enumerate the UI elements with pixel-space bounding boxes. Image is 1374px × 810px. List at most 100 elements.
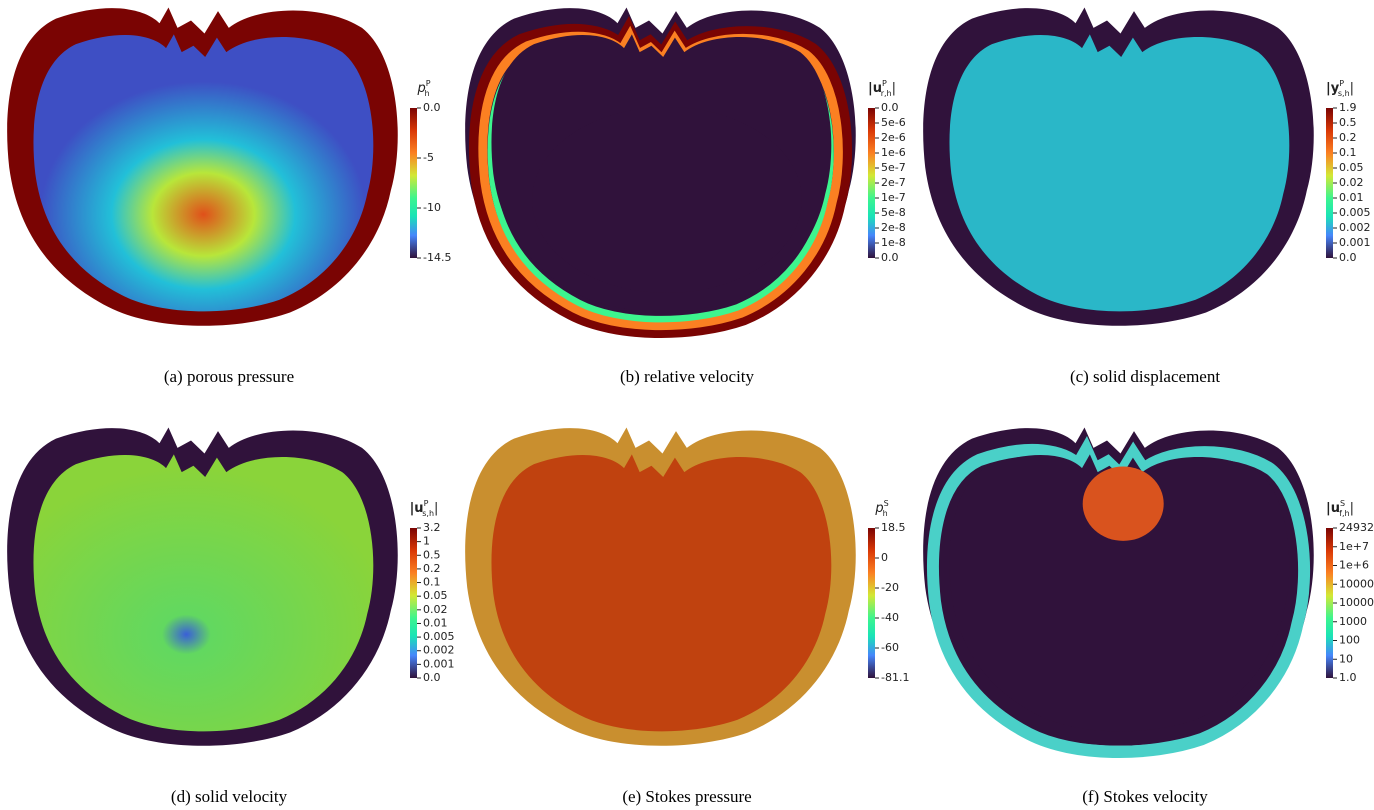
tick-label: 0.0 [881,251,899,264]
tick-label: 18.5 [881,521,906,534]
panel: |uSf,h|249329567.71e+71e+610000010000100… [923,427,1374,806]
tick-label: 0.0 [423,101,441,114]
tick-label: -5 [423,151,434,164]
simulation-image [465,427,856,745]
label-base: |u [1326,501,1340,516]
figure: pPh0.0-5-10-14.5(a) porous pressure|uPr,… [0,0,1374,810]
tick-label: 1e+6 [1339,559,1369,572]
tick-label: 2e-6 [881,131,906,144]
tick-label: 5e-8 [881,206,906,219]
simulation-image [923,7,1314,325]
tick-label: -20 [881,581,899,594]
tick-label: -81.1 [881,671,909,684]
tick-label: 1e+7 [1339,540,1369,553]
tick-label: 0.1 [1339,146,1357,159]
tick-label: 249329567.7 [1339,521,1374,534]
tick-label: -14.5 [423,251,451,264]
domain-inner [949,34,1289,311]
domain-inner [33,454,373,731]
tick-label: -10 [423,201,441,214]
tick-label: 0 [881,551,888,564]
core [532,107,802,293]
tick-label: 0.002 [1339,221,1371,234]
colorbar [410,528,417,678]
tick-label: 0.002 [423,644,455,657]
colorbar [868,528,875,678]
tick-label: 0.2 [1339,131,1357,144]
tick-label: -60 [881,641,899,654]
tick-label: 0.5 [1339,116,1357,129]
label-sup: P [1339,79,1344,88]
caption: (d) solid velocity [171,787,288,806]
tick-label: 1e-8 [881,236,906,249]
tick-label: 10 [1339,652,1353,665]
colorbar [1326,108,1333,258]
label-sub: r,h [881,89,892,98]
label-sup: P [426,79,431,88]
label-sub: s,h [422,509,434,518]
label-end: | [434,501,438,516]
tick-label: 0.05 [423,589,448,602]
tick-label: 0.02 [423,603,448,616]
tick-label: 100 [1339,634,1360,647]
tick-label: 1e-7 [881,191,906,204]
colorbar [868,108,875,258]
tick-label: 0.005 [1339,206,1371,219]
tick-label: 0.05 [1339,161,1364,174]
label-sup: S [884,499,889,508]
label-sub: h [883,509,888,518]
tick-label: 1e-6 [881,146,906,159]
tick-label: 5e-6 [881,116,906,129]
tick-label: 1 [423,535,430,548]
tick-label: 0.01 [1339,191,1364,204]
tick-label: 1000 [1339,615,1367,628]
label-sup: S [1340,499,1345,508]
tick-label: 3.2 [423,521,441,534]
tick-label: 0.1 [423,576,441,589]
tick-label: 0.01 [423,616,448,629]
tick-label: 0.0 [881,101,899,114]
colorbar [410,108,417,258]
caption: (c) solid displacement [1070,367,1220,386]
tick-label: 0.2 [423,562,441,575]
caption: (f) Stokes velocity [1082,787,1208,806]
label-end: | [1350,81,1354,96]
tick-label: 10000 [1339,596,1374,609]
tick-label: -40 [881,611,899,624]
tick-label: 0.5 [423,548,441,561]
label-end: | [1350,501,1354,516]
tick-label: 0.005 [423,630,455,643]
label-sub: s,h [1338,89,1350,98]
label-end: | [892,81,896,96]
tick-label: 1.0 [1339,671,1357,684]
tick-label: 100000 [1339,577,1374,590]
label-sup: P [882,79,887,88]
tick-label: 2e-8 [881,221,906,234]
hotspot [1083,467,1164,541]
label-sub: h [425,89,430,98]
caption: (a) porous pressure [164,367,294,386]
simulation-image [7,427,398,745]
simulation-image [923,427,1314,751]
tick-label: 0.001 [1339,236,1371,249]
simulation-image [465,7,856,331]
colorbar [1326,528,1333,678]
caption: (e) Stokes pressure [622,787,751,806]
caption: (b) relative velocity [620,367,755,386]
tick-label: 0.001 [423,657,455,670]
tick-label: 0.0 [1339,251,1357,264]
domain-inner [33,34,373,311]
label-sup: P [424,499,429,508]
tick-label: 5e-7 [881,161,906,174]
simulation-image [7,7,398,325]
